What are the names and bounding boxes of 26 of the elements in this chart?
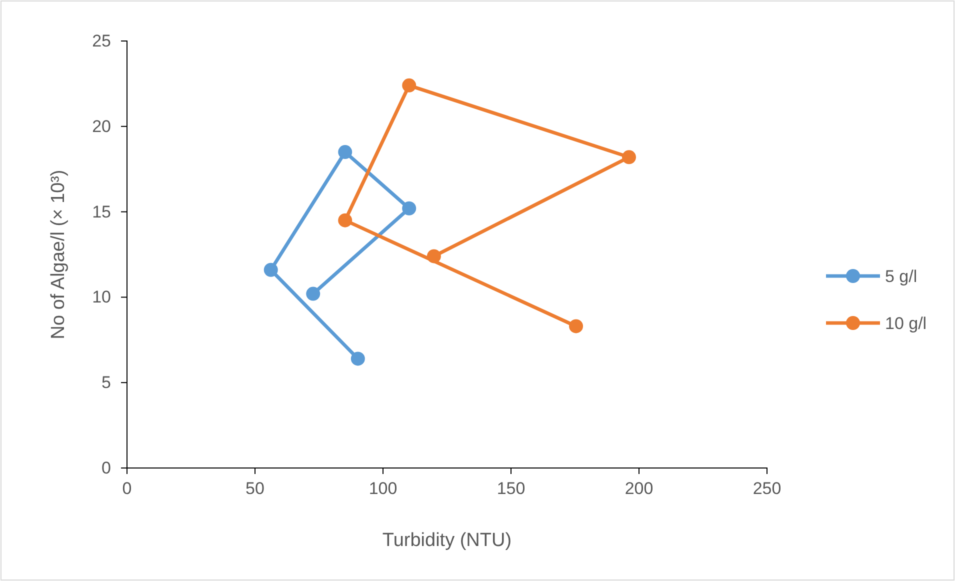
y-tick-label: 20 [92,116,111,136]
point [622,150,636,164]
y-tick-label: 5 [102,373,111,392]
point [338,213,352,228]
x-tick-label: 150 [496,479,526,498]
y-tick-label: 10 [92,288,111,307]
legend-label: 5 g/l [885,267,918,286]
point [264,262,278,277]
x-tick-label: 50 [246,479,264,498]
point [338,145,352,160]
y-tick-label: 0 [102,458,111,478]
point [426,249,441,264]
point [306,286,320,301]
x-tick-label: 200 [624,479,654,498]
y-axis-title: No of Algae/l (× 10³) [48,170,69,340]
x-tick-label: 250 [752,479,782,498]
legend-label: 10 g/l [885,314,927,333]
point [402,201,416,216]
x-axis-title: Turbidity (NTU) [382,530,512,551]
point [350,352,365,366]
point [402,78,416,92]
y-tick-label: 15 [92,202,111,222]
y-tick-label: 25 [92,31,111,50]
point [569,319,584,334]
x-tick-label: 0 [122,479,132,498]
x-tick-label: 100 [368,479,398,498]
